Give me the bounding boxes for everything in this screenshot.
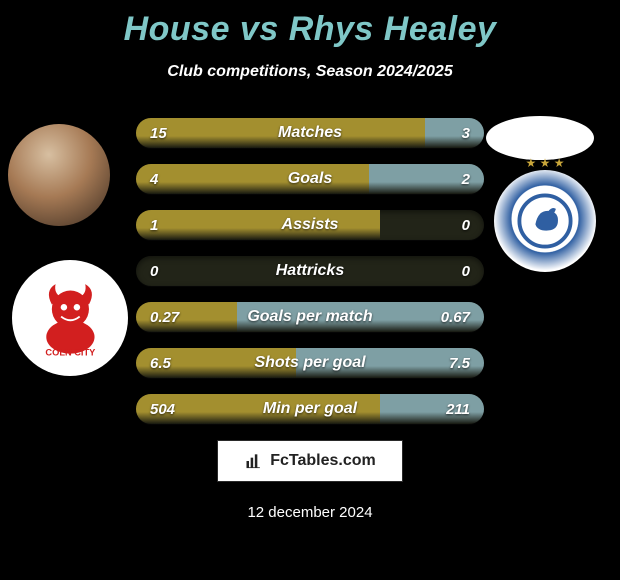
bar-right xyxy=(425,118,484,148)
stat-row-hattricks: 0 Hattricks 0 xyxy=(136,256,484,286)
bar-left xyxy=(136,210,380,240)
brand-badge[interactable]: FcTables.com xyxy=(217,440,403,482)
terrier-icon xyxy=(513,189,577,253)
club-left-logo: COLN CITY xyxy=(12,260,128,376)
imp-icon: COLN CITY xyxy=(24,272,117,365)
stat-row-spg: 6.5 Shots per goal 7.5 xyxy=(136,348,484,378)
bar-right xyxy=(237,302,484,332)
bar-left xyxy=(136,394,380,424)
value-right: 0 xyxy=(462,256,470,286)
stat-row-gpm: 0.27 Goals per match 0.67 xyxy=(136,302,484,332)
stat-row-matches: 15 Matches 3 xyxy=(136,118,484,148)
bar-left xyxy=(136,164,369,194)
bar-right xyxy=(296,348,484,378)
player-left-photo xyxy=(8,124,110,226)
comparison-card: House vs Rhys Healey Club competitions, … xyxy=(0,0,620,580)
svg-text:COLN CITY: COLN CITY xyxy=(45,347,96,357)
club-right-logo: ★ ★ ★ xyxy=(494,170,596,272)
stat-row-goals: 4 Goals 2 xyxy=(136,164,484,194)
brand-text: FcTables.com xyxy=(270,452,376,470)
value-left: 0 xyxy=(150,256,158,286)
stat-label: Hattricks xyxy=(136,256,484,286)
stat-row-mpg: 504 Min per goal 211 xyxy=(136,394,484,424)
date-text: 12 december 2024 xyxy=(0,504,620,521)
value-right: 0 xyxy=(462,210,470,240)
bar-left xyxy=(136,302,237,332)
bar-right xyxy=(380,394,484,424)
bar-left xyxy=(136,348,296,378)
subtitle: Club competitions, Season 2024/2025 xyxy=(0,63,620,81)
stat-row-assists: 1 Assists 0 xyxy=(136,210,484,240)
player-right-photo xyxy=(486,116,594,160)
bar-right xyxy=(369,164,484,194)
stats-area: 15 Matches 3 4 Goals 2 1 Assists 0 0 Hat… xyxy=(136,118,484,440)
stars-icon: ★ ★ ★ xyxy=(494,156,596,170)
chart-icon xyxy=(244,451,264,471)
page-title: House vs Rhys Healey xyxy=(0,0,620,49)
bar-left xyxy=(136,118,425,148)
